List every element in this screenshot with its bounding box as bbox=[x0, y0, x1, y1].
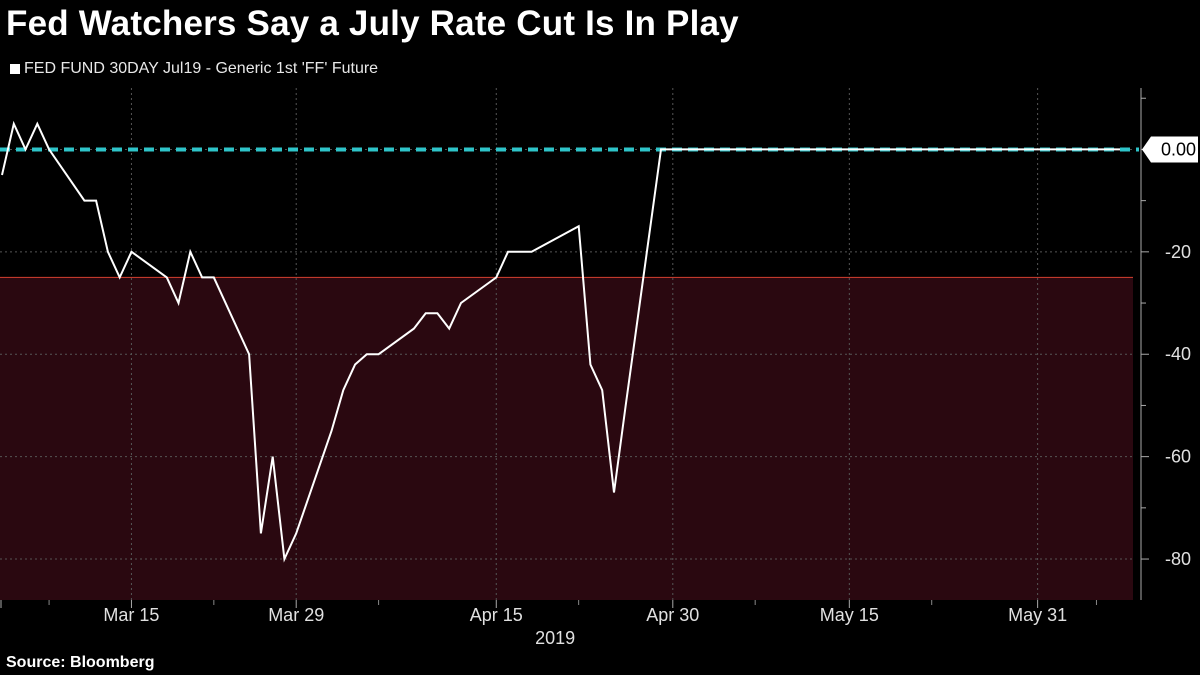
x-tick-label: May 15 bbox=[820, 605, 879, 625]
x-tick-label: Apr 30 bbox=[646, 605, 699, 625]
legend: FED FUND 30DAY Jul19 - Generic 1st 'FF' … bbox=[10, 60, 378, 78]
legend-swatch bbox=[10, 64, 20, 74]
shaded-region-layer bbox=[0, 276, 1133, 600]
series-layer bbox=[1, 120, 1120, 563]
axis-layer: Mar 15 Mar 29 Apr 15 Apr 30 May 15 May 31 2019… bbox=[0, 88, 1198, 648]
value-callout-label: 0.00 bbox=[1161, 139, 1196, 159]
y-tick-label: -20 bbox=[1165, 242, 1191, 262]
x-year-label: 2019 bbox=[535, 628, 575, 648]
x-tick-label: Mar 29 bbox=[268, 605, 324, 625]
x-tick-label: May 31 bbox=[1008, 605, 1067, 625]
chart-title: Fed Watchers Say a July Rate Cut Is In P… bbox=[6, 4, 739, 43]
value-callout bbox=[1142, 136, 1198, 163]
y-tick-label: -80 bbox=[1165, 549, 1191, 569]
y-tick-label: -40 bbox=[1165, 344, 1191, 364]
x-tick-label: Mar 15 bbox=[103, 605, 159, 625]
shaded-region bbox=[0, 277, 1133, 600]
series-line bbox=[1, 120, 1120, 563]
y-tick-label: -60 bbox=[1165, 447, 1191, 467]
source-note: Source: Bloomberg bbox=[6, 654, 155, 671]
legend-label: FED FUND 30DAY Jul19 - Generic 1st 'FF' … bbox=[24, 60, 379, 77]
x-tick-label: Apr 15 bbox=[470, 605, 523, 625]
